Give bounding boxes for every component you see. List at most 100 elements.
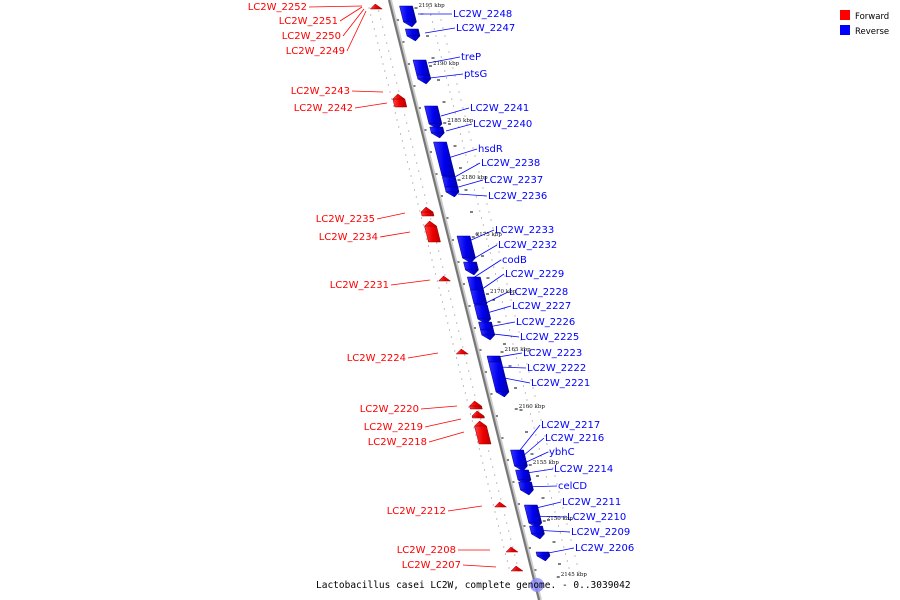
kbp-label: 2195 kbp [419,3,446,9]
frame-dot [368,7,370,9]
frame-dot [478,448,480,450]
frame-dot [563,546,565,548]
forward-gene-block [424,225,441,243]
reverse-leader-line [427,56,461,64]
frame-dot [492,466,494,468]
frame-dot [561,539,563,541]
frame-dot [552,504,554,506]
frame-dot [454,350,456,352]
reverse-gene-label: LC2W_2214 [554,464,613,475]
frame-dot [536,441,539,443]
reverse-gene-label: LC2W_2233 [495,225,554,236]
frame-dot [538,448,540,450]
kbp-label: 2180 kbp [462,175,489,181]
frame-dot [441,301,444,303]
frame-dot [458,91,460,93]
frame-dot [534,395,536,397]
frame-dot [448,51,450,53]
reverse-gene-label: LC2W_2241 [470,103,529,114]
frame-dot [424,231,426,233]
frame-dot [398,126,400,128]
reverse-gene-block [480,329,496,336]
forward-leader-line [342,8,365,37]
frame-dot [470,378,472,380]
forward-leader-line [339,6,363,22]
frame-dot [491,259,493,261]
frame-dot [449,91,451,93]
reverse-gene-label: LC2W_2209 [571,527,630,538]
forward-gene-arrow [473,420,488,427]
frame-dot [522,385,525,387]
reverse-gene-label: LC2W_2232 [498,240,557,251]
reverse-leader-line [429,73,464,79]
frame-dot [426,238,428,240]
frame-dot [452,105,455,107]
frame-dot [427,245,430,247]
frame-dot [408,130,410,132]
reverse-gene-label: LC2W_2248 [453,9,512,20]
frame-dot [559,532,561,534]
frame-dot [508,291,510,293]
forward-gene-label: LC2W_2251 [279,16,338,27]
forward-gene-label: LC2W_2242 [294,103,353,114]
frame-dot [371,21,374,23]
kbp-scale-marks: 2195 kbp 2190 kbp 2185 kbp 2180 kbp 2175 kbp… [414,3,587,578]
frame-dot [458,330,460,332]
frame-dot [377,42,379,44]
forward-gene-label: LC2W_2224 [347,353,406,364]
frame-dot [392,105,395,107]
frame-dot [408,168,410,170]
frame-dot [492,227,494,229]
position-marker [530,578,544,592]
caption-group: Lactobacillus casei LC2W, complete genom… [316,578,631,592]
frame-dot [387,84,389,86]
frame-dot [410,175,412,177]
frame-dot [430,14,432,16]
frame-dot [440,19,442,21]
reverse-gene-block [478,321,494,331]
forward-gene-arrow [437,275,452,282]
frame-dot [390,58,392,60]
frame-dot [446,43,448,45]
forward-gene-block [471,415,485,419]
forward-gene-arrow [510,565,524,572]
frame-dot [472,386,474,388]
frame-dot [404,114,406,116]
frame-dot [401,140,403,142]
frame-dot [473,189,476,191]
frame-dot [434,273,437,275]
frame-dot [380,56,382,58]
frame-dot [496,518,498,520]
frame-dot [475,196,477,198]
frame-dot [487,245,490,247]
frame-dot [440,258,442,260]
frame-dot [522,347,524,349]
frame-dot [504,553,507,555]
frame-dot [510,538,512,540]
gene-features [369,3,551,572]
frame-dot [542,427,544,429]
frame-dot [506,522,508,524]
reverse-gene-block [473,304,492,320]
forward-gene-arrow [505,546,519,553]
forward-gene-arrow [455,348,470,355]
frame-dot [494,511,496,513]
reverse-gene-block [416,74,432,80]
frame-dot [549,490,551,492]
reverse-gene-arrow [406,35,421,42]
frame-dot [489,252,491,254]
reverse-gene-block [518,481,534,491]
forward-gene-label: LC2W_2208 [397,545,456,556]
frame-dot [461,378,463,380]
frame-dot [478,410,480,412]
frame-dot [535,434,537,436]
frame-dot [468,406,470,408]
frame-dot [472,147,474,149]
kbp-label: 2170 kbp [490,289,517,295]
frame-dot [479,210,481,212]
frame-dot [462,385,465,387]
forward-gene-block [420,211,435,217]
frame-dot [445,77,448,79]
frame-dot [455,357,458,359]
frame-dot [460,338,462,340]
